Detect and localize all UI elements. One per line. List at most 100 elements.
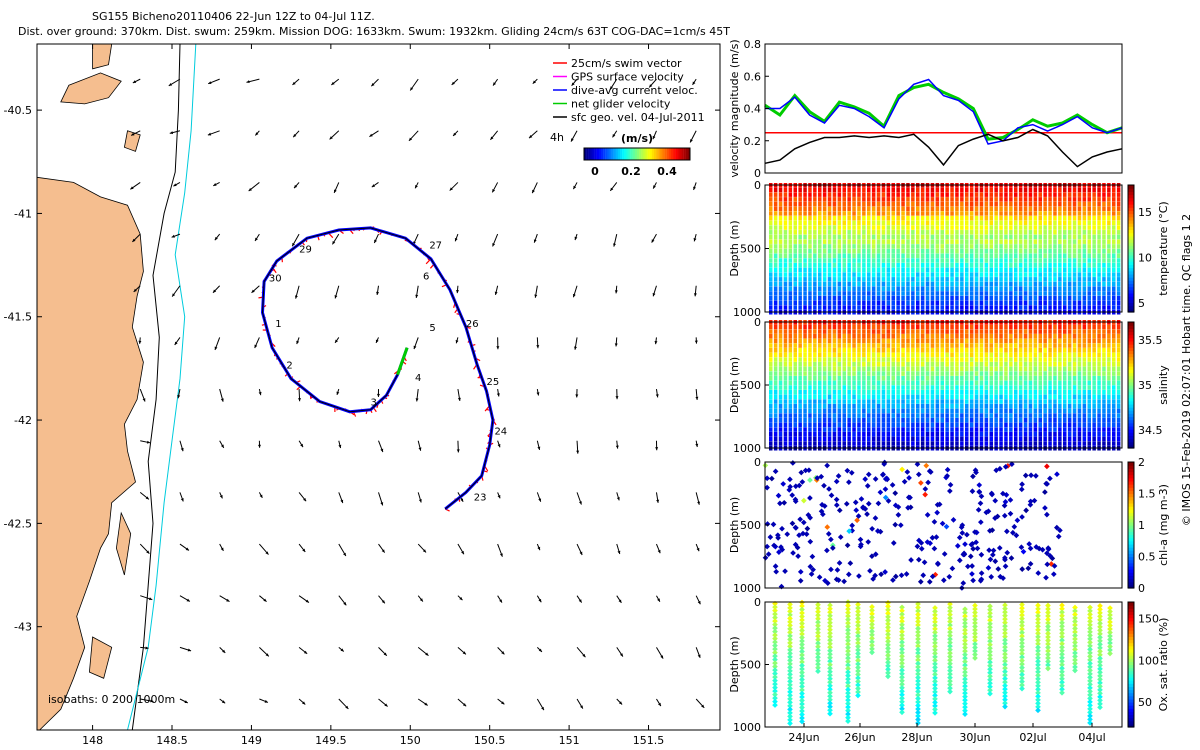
profile-data-point	[1087, 234, 1091, 240]
profile-data-point	[1092, 404, 1096, 409]
profile-data-point	[837, 343, 842, 348]
profile-data-point	[1004, 427, 1008, 432]
profile-data-point	[994, 281, 998, 287]
profile-data-point	[871, 258, 876, 263]
profile-data-point	[1053, 338, 1057, 344]
depth-tick-label: 0	[754, 316, 761, 329]
geo-velocity-arrowhead	[610, 187, 614, 191]
colorbar-cell	[1128, 258, 1134, 262]
profile-data-point	[945, 253, 949, 259]
profile-data-point	[1077, 262, 1082, 268]
profile-data-point	[808, 262, 812, 268]
profile-data-point	[871, 220, 876, 226]
profile-data-point	[832, 436, 837, 442]
profile-data-point	[793, 441, 797, 446]
profile-data-point	[1102, 394, 1106, 400]
profile-data-point	[906, 206, 910, 212]
profile-data-point	[891, 427, 895, 432]
profile-data-point	[867, 329, 871, 334]
profile-data-point	[867, 300, 871, 306]
geo-velocity-arrowhead	[657, 598, 660, 602]
profile-data-point	[813, 248, 817, 254]
profile-data-point	[989, 206, 993, 212]
profile-data-point	[1067, 334, 1072, 339]
geo-velocity-arrowhead	[383, 652, 387, 656]
profile-data-point	[994, 211, 998, 216]
profile-data-point	[930, 436, 935, 442]
profile-data-point	[935, 244, 940, 249]
profile-data-point	[773, 432, 778, 437]
profile-data-point	[969, 201, 974, 207]
profile-data-point	[867, 441, 871, 446]
profile-data-point	[852, 258, 856, 263]
profile-data-point	[960, 394, 964, 400]
profile-data-point	[852, 220, 856, 226]
profile-data-point	[1053, 390, 1057, 395]
profile-data-point	[769, 334, 773, 339]
colorbar-cell	[668, 148, 672, 160]
profile-data-point	[1112, 305, 1116, 310]
profile-data-point	[818, 399, 822, 404]
profile-data-point	[1063, 244, 1067, 249]
profile-data-point	[837, 300, 842, 306]
profile-data-point	[875, 500, 882, 507]
profile-data-point	[901, 366, 905, 372]
geo-velocity-arrowhead	[340, 499, 344, 504]
profile-data-point	[956, 534, 963, 541]
profile-data-point	[798, 366, 802, 372]
profile-data-point	[886, 277, 891, 282]
profile-data-point	[1077, 338, 1082, 344]
profile-data-point	[857, 192, 861, 197]
profile-data-point	[808, 385, 812, 390]
profile-data-point	[1043, 295, 1047, 301]
profile-data-point	[1014, 300, 1018, 306]
profile-data-point	[994, 295, 998, 301]
geo-velocity-arrowhead	[455, 340, 459, 344]
profile-data-point	[1033, 362, 1038, 367]
profile-data-point	[1018, 277, 1023, 282]
profile-data-point	[1092, 244, 1096, 249]
profile-data-point	[1048, 220, 1052, 226]
profile-data-point	[989, 248, 993, 254]
profile-data-point	[1048, 211, 1052, 216]
profile-data-point	[1102, 281, 1106, 287]
profile-data-point	[1087, 230, 1091, 235]
profile-data-point	[960, 225, 964, 230]
profile-data-point	[891, 394, 895, 400]
profile-data-point	[788, 385, 793, 390]
profile-data-point	[1077, 385, 1082, 390]
profile-data-point	[773, 291, 778, 296]
profile-data-point	[822, 324, 827, 330]
profile-data-point	[940, 432, 944, 437]
profile-data-point	[1067, 366, 1072, 372]
profile-data-point	[1033, 305, 1038, 310]
profile-data-point	[896, 399, 900, 404]
profile-data-point	[1038, 385, 1042, 390]
profile-data-point	[1048, 206, 1052, 212]
geo-velocity-arrowhead	[226, 598, 230, 602]
profile-data-point	[989, 527, 996, 534]
profile-data-point	[1014, 404, 1018, 409]
profile-data-point	[847, 225, 851, 230]
profile-data-point	[1004, 305, 1008, 310]
geo-velocity-arrowhead	[693, 238, 697, 242]
profile-data-point	[999, 376, 1003, 381]
profile-data-point	[1063, 422, 1067, 428]
profile-data-point	[950, 399, 954, 404]
profile-data-point	[832, 192, 837, 197]
profile-data-point	[818, 324, 822, 330]
profile-data-point	[984, 187, 989, 193]
profile-data-point	[1038, 399, 1042, 404]
profile-data-point	[1038, 366, 1042, 372]
profile-data-point	[788, 192, 793, 197]
profile-data-point	[965, 230, 969, 235]
profile-data-point	[808, 352, 812, 358]
profile-data-point	[965, 432, 969, 437]
profile-data-point	[906, 201, 910, 207]
profile-data-point	[1038, 357, 1042, 362]
profile-data-point	[911, 427, 915, 432]
profile-data-point	[847, 244, 851, 249]
profile-data-point	[788, 206, 793, 212]
profile-data-point	[773, 348, 778, 353]
profile-data-point	[827, 244, 832, 249]
